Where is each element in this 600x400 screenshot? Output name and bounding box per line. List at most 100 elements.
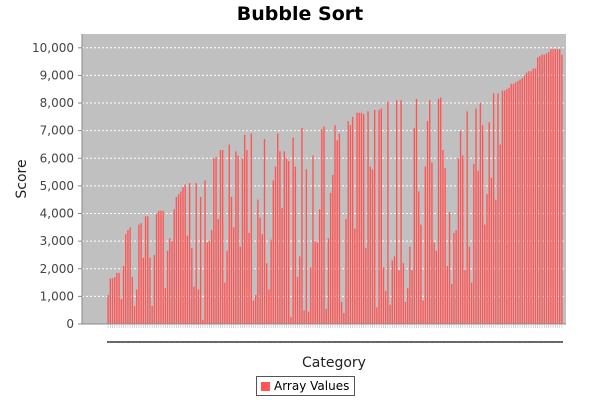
chart-title: Bubble Sort	[236, 3, 364, 25]
x-axis-title: Category	[302, 355, 366, 371]
bar	[530, 71, 532, 325]
bar	[252, 300, 255, 324]
bar	[305, 169, 308, 324]
bar	[301, 127, 303, 325]
bar	[499, 144, 501, 324]
bar	[514, 82, 517, 324]
legend-label: Array Values	[274, 379, 350, 393]
bar	[144, 216, 147, 324]
bar	[147, 216, 149, 324]
y-tick-label: 2,000	[40, 262, 74, 276]
bar	[228, 144, 230, 324]
bar	[127, 230, 129, 324]
bar	[446, 266, 449, 324]
bar	[402, 263, 404, 324]
bar	[521, 78, 523, 324]
bar	[243, 134, 246, 324]
bar	[281, 208, 283, 324]
bar	[552, 49, 554, 324]
bar	[369, 166, 371, 324]
bar	[188, 183, 191, 324]
bar	[221, 150, 224, 324]
bar	[391, 260, 393, 324]
bar	[442, 150, 444, 324]
y-tick-label: 6,000	[40, 151, 74, 165]
bar	[407, 288, 409, 324]
bar	[400, 100, 402, 325]
bar	[559, 49, 561, 324]
y-tick-label: 4,000	[40, 207, 74, 221]
bar	[539, 56, 541, 324]
bar	[294, 166, 297, 324]
y-tick-label: 5,000	[40, 179, 74, 193]
bar	[466, 111, 468, 324]
bar	[261, 234, 263, 324]
bar	[488, 122, 490, 324]
bar	[492, 93, 495, 324]
bar	[316, 242, 319, 324]
bar	[138, 224, 140, 324]
bar	[114, 277, 116, 324]
y-tick-label: 9,000	[40, 68, 74, 82]
bar	[501, 90, 504, 324]
bar	[536, 57, 539, 324]
bar	[362, 114, 365, 324]
bar	[490, 177, 493, 324]
bar	[389, 304, 391, 324]
bar	[184, 184, 186, 324]
bar	[473, 163, 475, 324]
bar	[125, 234, 127, 324]
bar	[470, 282, 473, 324]
bar	[479, 103, 482, 324]
y-tick-label: 8,000	[40, 96, 74, 110]
bar	[288, 161, 290, 324]
bar	[193, 286, 195, 324]
bar	[393, 256, 396, 324]
bar	[173, 209, 175, 324]
bar	[248, 232, 250, 324]
bar	[191, 248, 193, 324]
bar	[519, 79, 521, 324]
bar	[226, 250, 228, 324]
bar	[158, 210, 160, 324]
bar	[503, 90, 506, 324]
bar	[232, 227, 235, 324]
bar	[195, 183, 197, 324]
bar	[208, 241, 211, 324]
bar	[561, 54, 563, 324]
bar	[433, 242, 435, 324]
y-tick-label: 0	[66, 317, 74, 331]
bar	[481, 125, 484, 325]
bar	[367, 111, 369, 324]
bar	[215, 156, 217, 324]
bar	[398, 270, 400, 324]
bar	[131, 277, 134, 324]
bar	[422, 300, 424, 324]
y-axis-ticks: 0 1,000 2,000 3,000 4,000 5,000 6,000 7,000 8,00…	[32, 41, 82, 331]
bar	[107, 295, 109, 324]
bar	[204, 180, 206, 324]
bar	[411, 270, 413, 324]
bar	[116, 272, 118, 324]
bar	[517, 80, 519, 324]
bar	[120, 299, 123, 324]
y-axis-title: Score	[14, 159, 30, 198]
bar	[338, 133, 341, 324]
bar	[437, 98, 440, 325]
bar	[250, 133, 252, 324]
bar	[371, 169, 374, 324]
y-tick-label: 1,000	[40, 289, 74, 303]
bar	[554, 49, 556, 324]
bar	[219, 150, 222, 324]
bar	[303, 310, 305, 324]
bar	[237, 155, 239, 324]
legend-swatch	[261, 381, 270, 391]
bar	[409, 246, 411, 324]
bar	[525, 72, 528, 325]
bar	[318, 209, 321, 324]
bar	[541, 54, 543, 324]
bar	[109, 278, 111, 324]
bar	[279, 151, 281, 324]
bar	[495, 199, 497, 324]
bar	[140, 223, 142, 324]
